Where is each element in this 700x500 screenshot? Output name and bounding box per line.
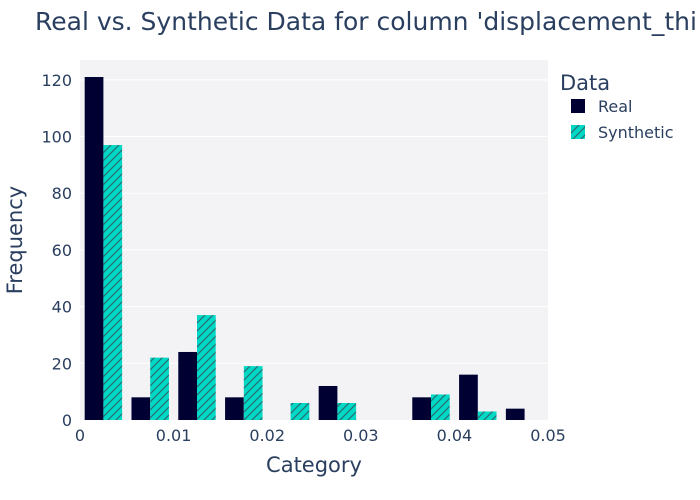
- x-tick-label: 0: [75, 426, 85, 445]
- bar-synthetic: [150, 357, 169, 420]
- y-tick-label: 20: [52, 354, 72, 373]
- legend-label-synthetic: Synthetic: [598, 123, 674, 142]
- bar-synthetic: [243, 366, 263, 420]
- x-axis-ticks: 0 0.01 0.02 0.03 0.04 0.05: [75, 426, 566, 445]
- bar-synthetic: [477, 411, 497, 420]
- bar-synthetic: [103, 145, 123, 420]
- bar-real: [84, 77, 104, 420]
- bar-real: [412, 397, 431, 420]
- x-tick-label: 0.05: [530, 426, 566, 445]
- legend-title: Data: [560, 71, 610, 95]
- x-tick-label: 0.04: [437, 426, 473, 445]
- legend: Data Real Synthetic: [560, 71, 674, 142]
- bar-synthetic: [337, 402, 357, 420]
- y-tick-label: 80: [52, 184, 72, 203]
- bar-synthetic: [290, 402, 310, 420]
- y-axis-ticks: 0 20 40 60 80 100 120: [41, 71, 72, 430]
- x-axis-title: Category: [266, 453, 362, 477]
- x-tick-label: 0.01: [156, 426, 192, 445]
- y-tick-label: 60: [52, 241, 72, 260]
- chart-title: Real vs. Synthetic Data for column 'disp…: [35, 7, 697, 36]
- legend-swatch-synthetic: [571, 125, 585, 139]
- bar-real: [178, 351, 197, 420]
- x-tick-label: 0.02: [249, 426, 285, 445]
- bar-real: [318, 385, 338, 420]
- y-tick-label: 100: [41, 128, 72, 147]
- bars: [84, 77, 525, 420]
- bar-synthetic: [197, 315, 216, 420]
- y-axis-title: Frequency: [3, 186, 27, 295]
- bar-synthetic: [431, 394, 450, 420]
- y-tick-label: 0: [62, 411, 72, 430]
- legend-swatch-real: [571, 99, 585, 113]
- x-tick-label: 0.03: [343, 426, 379, 445]
- bar-real: [131, 397, 151, 420]
- legend-label-real: Real: [598, 97, 633, 116]
- y-tick-label: 120: [41, 71, 72, 90]
- bar-real: [505, 408, 525, 420]
- y-tick-label: 40: [52, 298, 72, 317]
- bar-real: [225, 397, 244, 420]
- bar-real: [459, 374, 478, 420]
